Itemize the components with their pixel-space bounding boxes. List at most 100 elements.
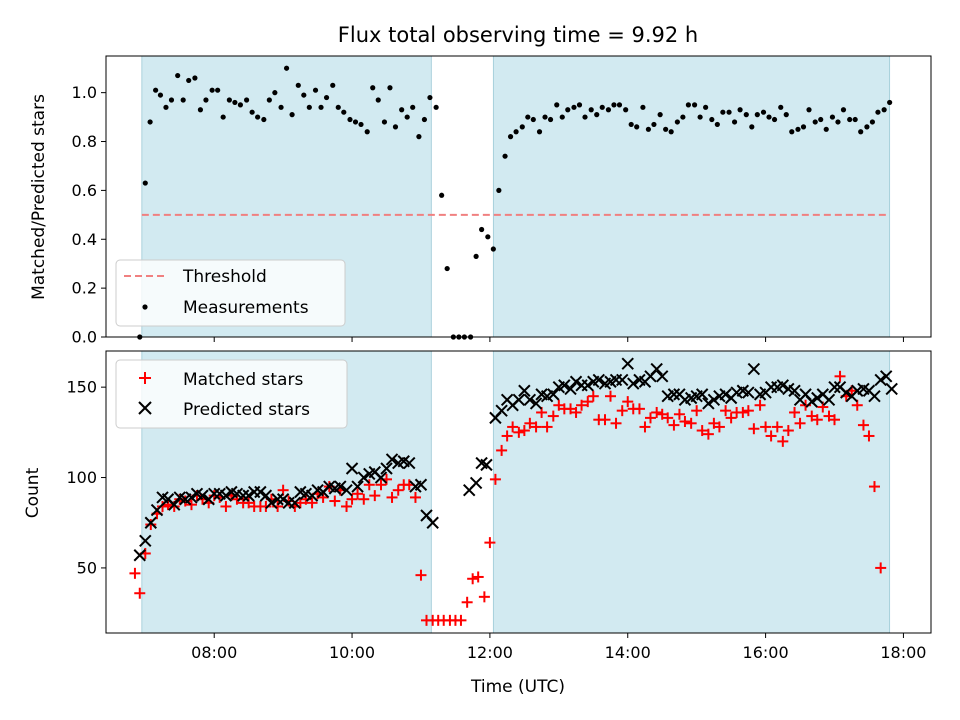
measurement-point xyxy=(852,116,858,123)
matched-star-point xyxy=(823,410,835,422)
measurement-point xyxy=(605,107,612,113)
measurement-point xyxy=(778,104,784,110)
predicted-star-point xyxy=(650,362,663,376)
top-plot-frame xyxy=(105,55,932,338)
measurement-point xyxy=(312,87,319,93)
measurement-point xyxy=(858,129,864,135)
measurement-point xyxy=(571,104,577,110)
matched-star-point xyxy=(789,406,801,418)
measurement-point xyxy=(783,112,789,118)
predicted-star-point xyxy=(868,389,881,403)
measurement-point xyxy=(875,109,881,115)
measurement-point xyxy=(341,109,347,115)
predicted-star-point xyxy=(581,379,594,392)
y-tick-label: 50 xyxy=(77,558,97,577)
matched-star-point xyxy=(662,412,674,424)
predicted-star-point xyxy=(374,471,388,484)
matched-star-point xyxy=(306,497,318,509)
legend-predicted-swatch xyxy=(138,401,152,415)
matched-star-point xyxy=(737,406,749,418)
predicted-star-point xyxy=(776,379,790,392)
predicted-star-point xyxy=(403,456,416,470)
matched-star-point xyxy=(691,405,703,417)
measurement-point xyxy=(519,124,525,130)
measurement-point xyxy=(203,97,209,103)
matched-star-point xyxy=(513,426,525,438)
predicted-star-point xyxy=(655,370,669,383)
measurement-point xyxy=(582,114,588,120)
matched-star-point xyxy=(530,421,542,433)
matched-star-point xyxy=(507,421,519,433)
matched-star-point xyxy=(524,417,536,429)
matched-star-point xyxy=(651,406,663,418)
measurement-point xyxy=(370,85,376,91)
legend-matched-label: Matched stars xyxy=(183,370,303,390)
predicted-star-point xyxy=(569,375,583,388)
measurement-point xyxy=(525,114,531,120)
measurement-point xyxy=(381,119,388,125)
measurement-point xyxy=(186,77,192,84)
predicted-star-point xyxy=(259,489,273,502)
measurement-point xyxy=(266,97,272,103)
matched-star-point xyxy=(341,500,353,512)
measurement-point xyxy=(153,87,159,93)
measurement-point xyxy=(244,97,250,103)
matched-star-point xyxy=(702,428,714,440)
measurement-point xyxy=(530,116,536,123)
measurement-point xyxy=(680,114,686,120)
measurement-point xyxy=(812,119,818,125)
predicted-star-point xyxy=(805,395,818,408)
shaded-interval xyxy=(492,55,891,338)
x-tick-label: 10:00 xyxy=(329,643,375,662)
predicted-star-point xyxy=(828,380,841,394)
measurement-point xyxy=(823,126,829,132)
matched-star-point xyxy=(375,479,387,491)
measurement-point xyxy=(232,99,238,106)
matched-star-point xyxy=(829,414,841,426)
measurement-point xyxy=(163,104,169,110)
measurement-point xyxy=(657,112,663,118)
matched-star-point xyxy=(644,412,656,424)
predicted-star-point xyxy=(276,493,290,506)
predicted-star-point xyxy=(288,496,302,510)
bottom-plot-frame xyxy=(105,350,932,634)
predicted-star-point xyxy=(667,388,681,401)
matched-star-point xyxy=(782,425,794,437)
matched-star-point xyxy=(754,399,766,411)
measurement-point xyxy=(771,116,778,123)
matched-star-point xyxy=(806,410,818,422)
measurement-point xyxy=(147,119,153,125)
measurement-point xyxy=(142,180,148,186)
predicted-star-point xyxy=(616,373,629,387)
predicted-star-point xyxy=(426,516,439,529)
x-tick-label: 16:00 xyxy=(743,643,789,662)
x-tick-label: 12:00 xyxy=(467,643,513,662)
measurement-point xyxy=(887,99,893,106)
y-tick-label: 0.8 xyxy=(72,132,97,151)
predicted-star-point xyxy=(334,480,347,493)
measurement-point xyxy=(289,112,295,118)
predicted-star-point xyxy=(254,485,267,499)
measurement-point xyxy=(840,107,847,113)
measurement-point xyxy=(547,116,554,123)
matched-star-point xyxy=(541,421,553,433)
measurement-point xyxy=(387,85,393,91)
predicted-star-point xyxy=(702,397,715,410)
matched-star-point xyxy=(685,417,697,429)
measurement-point xyxy=(444,265,450,272)
measurement-point xyxy=(416,134,422,140)
measurement-point xyxy=(743,112,749,118)
measurement-point xyxy=(576,102,583,108)
predicted-star-point xyxy=(469,476,483,490)
measurement-point xyxy=(703,104,709,110)
matched-star-point xyxy=(875,562,887,574)
matched-star-point xyxy=(765,430,777,442)
predicted-star-point xyxy=(385,453,399,466)
predicted-star-point xyxy=(627,377,640,390)
matched-star-point xyxy=(484,537,496,549)
measurement-point xyxy=(404,114,410,120)
matched-star-point xyxy=(489,473,501,485)
matched-star-point xyxy=(708,417,720,429)
predicted-star-point xyxy=(219,489,233,502)
